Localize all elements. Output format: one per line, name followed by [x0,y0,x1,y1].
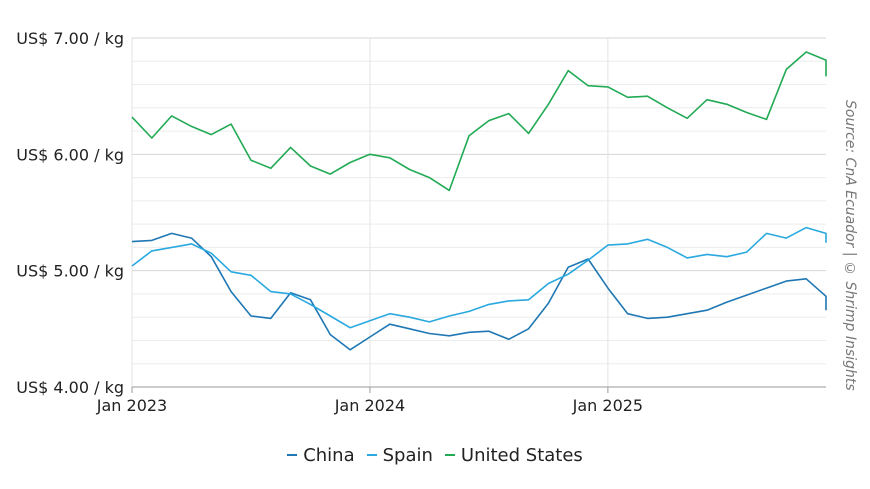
legend-label: Spain [382,444,433,466]
source-note: Source: CnA Ecuador | © Shrimp Insights [842,99,858,391]
legend-swatch [444,454,455,456]
grid-lines [131,37,826,388]
legend-swatch [287,454,298,456]
legend-item-united-states[interactable]: United States [444,444,583,466]
x-tick-label: Jan 2024 [334,396,405,415]
legend-item-china[interactable]: China [287,444,355,466]
y-tick-label: US$ 4.00 / kg [16,378,124,397]
y-tick-label: US$ 7.00 / kg [16,29,124,48]
x-tick-label: Jan 2023 [96,396,167,415]
x-tick-label: Jan 2025 [572,396,643,415]
y-tick-label: US$ 6.00 / kg [16,145,124,164]
axes [131,386,826,393]
legend-label: United States [460,444,583,466]
legend-label: China [303,444,355,466]
tick-labels: Jan 2023 Jan 2024 Jan 2025 US$ 4.00 / kg US$… [16,29,643,415]
line-chart: Jan 2023 Jan 2024 Jan 2025 US$ 4.00 / kg US$… [16,29,827,415]
series-lines [131,51,827,351]
y-tick-label: US$ 5.00 / kg [16,262,124,281]
series-line-united-states [131,51,827,192]
series-line-spain [131,226,827,329]
series-line-china [131,232,827,351]
legend-swatch [366,454,377,456]
legend: China Spain United States [0,440,870,466]
legend-item-spain[interactable]: Spain [366,444,433,466]
